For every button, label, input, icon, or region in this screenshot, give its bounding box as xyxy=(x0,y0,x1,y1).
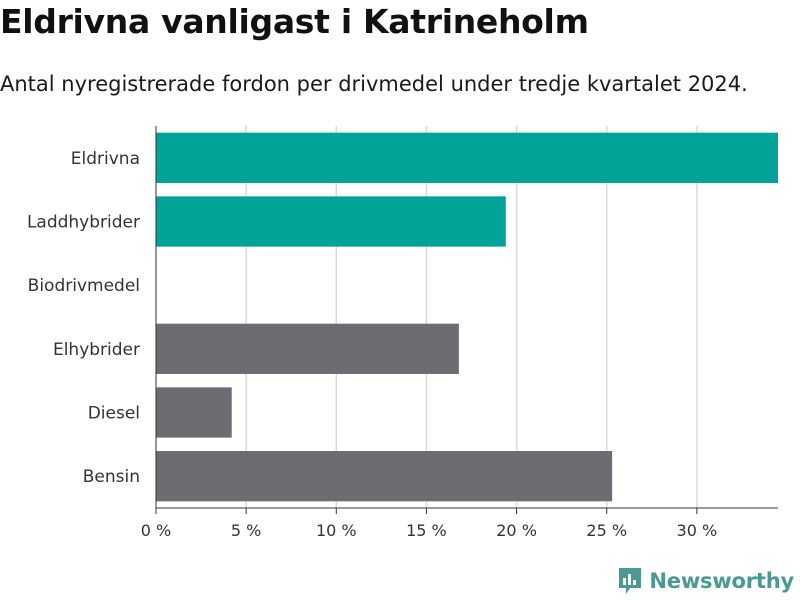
chart-title: Eldrivna vanligast i Katrineholm xyxy=(0,2,589,41)
bars xyxy=(156,132,778,502)
x-tick-label: 15 % xyxy=(406,521,447,540)
category-label: Elhybrider xyxy=(53,340,140,360)
category-label: Laddhybrider xyxy=(27,213,140,233)
category-labels: Eldrivna Laddhybrider Biodrivmedel Elhybrid… xyxy=(27,149,140,487)
x-tick-label: 25 % xyxy=(586,521,627,540)
bar-laddhybrider xyxy=(156,196,506,247)
bar-elhybrider xyxy=(156,323,459,374)
chart-subtitle: Antal nyregistrerade fordon per drivmede… xyxy=(0,72,748,96)
x-tick-label: 10 % xyxy=(316,521,357,540)
x-tick-label: 0 % xyxy=(141,521,171,540)
axes xyxy=(155,126,778,514)
category-label: Bensin xyxy=(83,467,140,487)
x-tick-label: 30 % xyxy=(677,521,718,540)
bar-eldrivna xyxy=(156,132,778,183)
x-tick-label: 5 % xyxy=(231,521,261,540)
x-tick-labels: 0 % 5 % 10 % 15 % 20 % 25 % 30 % xyxy=(141,521,717,540)
newsworthy-chart-bubble-icon xyxy=(619,568,642,594)
bar-bensin xyxy=(156,451,613,502)
bar-diesel xyxy=(156,387,232,438)
brand-name: Newsworthy xyxy=(649,569,794,593)
grid-lines xyxy=(245,126,698,508)
category-label: Biodrivmedel xyxy=(28,276,140,296)
category-label: Diesel xyxy=(88,404,140,424)
category-label: Eldrivna xyxy=(71,149,140,169)
newsworthy-logo: Newsworthy xyxy=(617,566,794,596)
x-tick-label: 20 % xyxy=(496,521,537,540)
